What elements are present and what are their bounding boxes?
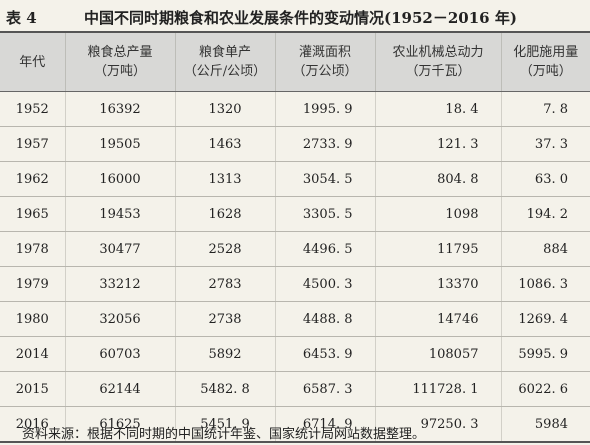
column-header: 化肥施用量 （万吨） [500,31,590,92]
value-cell: 61625 [64,406,175,443]
table-row: 1979 33212 2783 4500. 3 13370 1086. 3 [0,266,590,302]
value-cell: 1269. 4 [500,301,590,337]
value-cell: 1313 [174,161,275,197]
value-cell: 13370 [374,266,501,302]
value-cell: 16392 [64,91,175,127]
table-row: 1980 32056 2738 4488. 8 14746 1269. 4 [0,301,590,337]
header-row: 年代 粮食总产量 （万吨） 粮食单产 （公斤/公顷） 灌溉面积 （万公顷） 农业机械总动力 （万… [0,31,590,92]
year-cell: 1952 [0,91,65,127]
value-cell: 1463 [174,126,275,162]
value-cell: 6714. 9 [274,406,375,443]
value-cell: 6022. 6 [500,371,590,407]
table-body: 1952 16392 1320 1995. 9 18. 4 7. 8 1957 19505 14… [0,91,590,443]
value-cell: 4500. 3 [274,266,375,302]
column-header: 粮食总产量 （万吨） [64,31,175,92]
value-cell: 33212 [64,266,175,302]
year-cell: 1957 [0,126,65,162]
value-cell: 19505 [64,126,175,162]
column-header: 年代 [0,31,65,92]
table-row: 1978 30477 2528 4496. 5 11795 884 [0,231,590,267]
value-cell: 121. 3 [374,126,501,162]
value-cell: 4496. 5 [274,231,375,267]
value-cell: 19453 [64,196,175,232]
header-text: （万吨） [93,64,146,79]
value-cell: 5892 [174,336,275,372]
value-cell: 884 [500,231,590,267]
value-cell: 5451. 9 [174,406,275,443]
value-cell: 30477 [64,231,175,267]
year-cell: 2015 [0,371,65,407]
table-label: 表 4 [6,9,37,27]
value-cell: 11795 [374,231,501,267]
value-cell: 194. 2 [500,196,590,232]
value-cell: 1320 [174,91,275,127]
value-cell: 5482. 8 [174,371,275,407]
value-cell: 1995. 9 [274,91,375,127]
value-cell: 3054. 5 [274,161,375,197]
value-cell: 5984 [500,406,590,443]
header-text: （万吨） [519,64,572,79]
value-cell: 2738 [174,301,275,337]
header-text: 年代 [19,54,46,70]
value-cell: 108057 [374,336,501,372]
value-cell: 2733. 9 [274,126,375,162]
header-text: 灌溉面积 [298,45,351,60]
value-cell: 2528 [174,231,275,267]
value-cell: 16000 [64,161,175,197]
value-cell: 37. 3 [500,126,590,162]
value-cell: 3305. 5 [274,196,375,232]
table-row: 1965 19453 1628 3305. 5 1098 194. 2 [0,196,590,232]
year-cell: 1962 [0,161,65,197]
year-cell: 1980 [0,301,65,337]
value-cell: 4488. 8 [274,301,375,337]
value-cell: 804. 8 [374,161,501,197]
year-cell: 1965 [0,196,65,232]
header-text: 粮食总产量 [87,45,153,60]
table-row: 1962 16000 1313 3054. 5 804. 8 63. 0 [0,161,590,197]
value-cell: 32056 [64,301,175,337]
value-cell: 111728. 1 [374,371,501,407]
value-cell: 1628 [174,196,275,232]
value-cell: 14746 [374,301,501,337]
table-row: 1952 16392 1320 1995. 9 18. 4 7. 8 [0,91,590,127]
data-table: 年代 粮食总产量 （万吨） 粮食单产 （公斤/公顷） 灌溉面积 （万公顷） 农业机械总动力 （万… [0,31,590,443]
header-text: 农业机械总动力 [392,45,484,60]
value-cell: 62144 [64,371,175,407]
table-row: 2015 62144 5482. 8 6587. 3 111728. 1 6022. 6 [0,371,590,407]
header-text: （公斤/公顷） [183,64,267,79]
value-cell: 6453. 9 [274,336,375,372]
title: 表 4 中国不同时期粮食和农业发展条件的变动情况(1952－2016 年) [6,7,517,29]
header-text: （万千瓦） [405,64,471,79]
value-cell: 63. 0 [500,161,590,197]
year-cell: 2016 [0,406,65,443]
table-title: 中国不同时期粮食和农业发展条件的变动情况(1952－2016 年) [84,9,517,27]
value-cell: 1098 [374,196,501,232]
value-cell: 7. 8 [500,91,590,127]
value-cell: 6587. 3 [274,371,375,407]
column-header: 粮食单产 （公斤/公顷） [174,31,275,92]
header-text: 化肥施用量 [513,45,579,60]
source-note: 资料来源：根据不同时期的中国统计年鉴、国家统计局网站数据整理。 [22,427,426,442]
value-cell: 2783 [174,266,275,302]
value-cell: 1086. 3 [500,266,590,302]
year-cell: 1979 [0,266,65,302]
year-cell: 2014 [0,336,65,372]
table-row: 2016 61625 5451. 9 6714. 9 97250. 3 5984 [0,406,590,443]
header-text: （万公顷） [292,64,358,79]
table-row: 2014 60703 5892 6453. 9 108057 5995. 9 [0,336,590,372]
value-cell: 60703 [64,336,175,372]
column-header: 灌溉面积 （万公顷） [274,31,375,92]
header-text: 粮食单产 [198,45,251,60]
value-cell: 97250. 3 [374,406,501,443]
column-header: 农业机械总动力 （万千瓦） [374,31,501,92]
value-cell: 5995. 9 [500,336,590,372]
value-cell: 18. 4 [374,91,501,127]
year-cell: 1978 [0,231,65,267]
table-row: 1957 19505 1463 2733. 9 121. 3 37. 3 [0,126,590,162]
